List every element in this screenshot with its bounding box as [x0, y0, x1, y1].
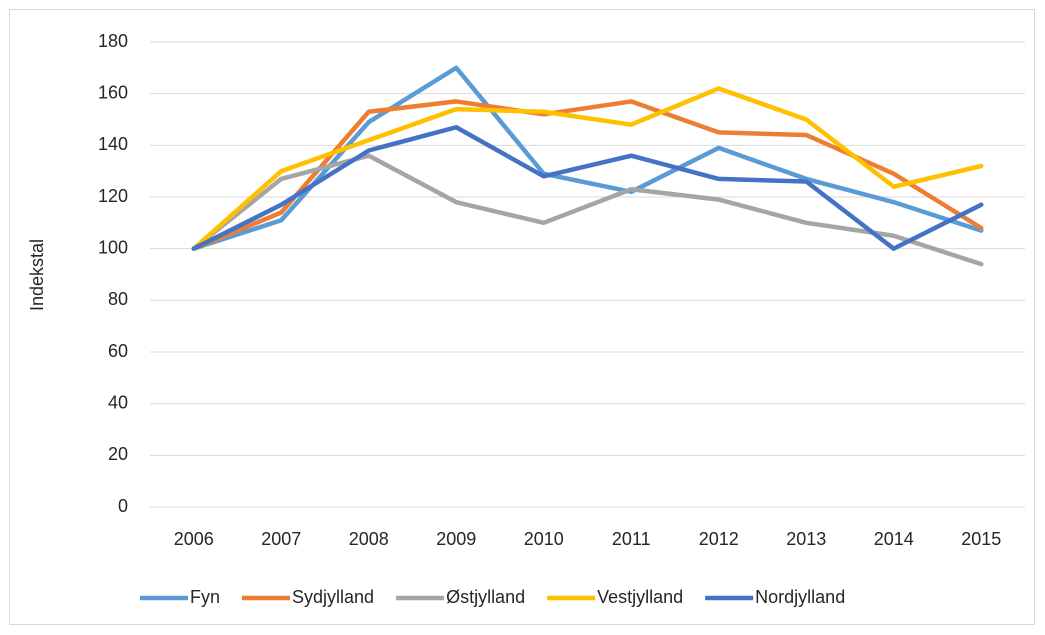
y-tick-label: 180	[98, 31, 128, 51]
y-tick-label: 100	[98, 237, 128, 257]
x-tick-label: 2013	[786, 529, 826, 549]
x-tick-label: 2007	[261, 529, 301, 549]
series-line	[191, 153, 984, 267]
x-tick-label: 2012	[699, 529, 739, 549]
y-tick-label: 40	[108, 392, 128, 412]
legend-label: Fyn	[190, 587, 220, 607]
y-tick-label: 80	[108, 289, 128, 309]
y-tick-label: 60	[108, 341, 128, 361]
legend-label: Vestjylland	[597, 587, 683, 607]
legend-label: Østjylland	[446, 587, 525, 607]
legend-label: Nordjylland	[755, 587, 845, 607]
x-tick-label: 2006	[174, 529, 214, 549]
y-tick-label: 20	[108, 444, 128, 464]
x-tick-label: 2014	[874, 529, 914, 549]
x-tick-label: 2010	[524, 529, 564, 549]
x-tick-label: 2009	[436, 529, 476, 549]
y-axis-label: Indekstal	[27, 239, 47, 311]
x-tick-label: 2011	[612, 529, 651, 549]
series-line	[191, 125, 984, 251]
y-tick-label: 160	[98, 82, 128, 102]
legend-label: Sydjylland	[292, 587, 374, 607]
y-tick-label: 120	[98, 186, 128, 206]
y-tick-label: 140	[98, 134, 128, 154]
x-tick-label: 2008	[349, 529, 389, 549]
series-line	[191, 65, 984, 251]
x-tick-label: 2015	[961, 529, 1001, 549]
y-tick-label: 0	[118, 496, 128, 516]
series-line	[191, 86, 984, 251]
